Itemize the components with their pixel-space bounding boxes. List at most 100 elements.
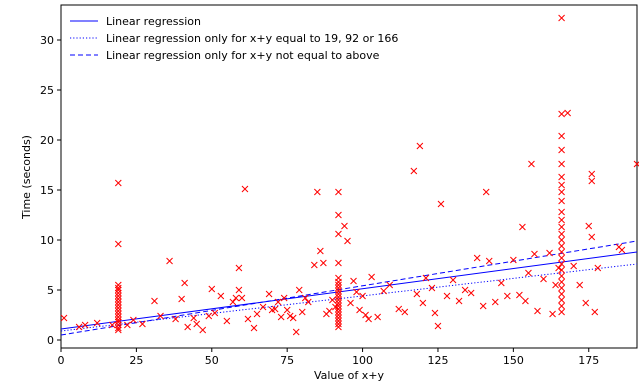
data-point [335,314,342,322]
data-point [558,208,565,216]
y-axis-ticks: 0 5 10 15 20 25 30 [40,34,61,347]
data-point [558,14,565,22]
data-point [235,286,243,294]
data-point [549,310,556,318]
data-point [519,223,526,231]
data-point [558,188,565,196]
data-point [416,142,424,150]
data-point [395,305,403,313]
data-point [235,264,243,272]
data-point [558,160,565,168]
data-point [114,286,122,294]
data-point [93,319,101,327]
data-point [558,266,565,274]
x-tick-label: 100 [352,354,373,367]
data-point [190,314,198,322]
data-point [437,200,445,208]
data-point [298,308,306,316]
data-point [410,167,418,175]
data-point [555,264,562,272]
data-point [259,303,267,311]
data-point [286,312,294,320]
data-point [443,292,451,300]
data-point [304,298,312,306]
data-point [157,312,164,320]
data-point [633,160,639,168]
data-point [516,291,523,299]
data-point [558,173,565,181]
data-point [461,286,469,294]
data-point [510,256,517,264]
data-point [368,273,375,281]
data-point [585,222,593,230]
data-point [335,211,342,219]
x-axis-ticks: 0 25 50 75 100 125 150 175 [58,348,599,367]
data-point [564,109,571,117]
data-point [335,188,342,196]
data-point [114,295,122,303]
data-point [558,302,565,310]
data-point [335,293,342,301]
data-point [347,299,354,307]
data-point [618,246,626,254]
y-tick-label: 5 [47,284,54,297]
data-point [335,308,342,316]
plot-area [60,4,639,349]
regression-line-solid [60,251,638,330]
data-point [591,308,599,316]
data-point [356,306,363,314]
data-point [205,312,213,320]
data-point [326,307,333,315]
data-point [114,318,122,326]
legend-label: Linear regression only for x+y equal to … [106,32,398,45]
data-point [455,297,463,305]
data-point [341,222,348,230]
data-point [431,309,439,317]
regression-lines [60,240,638,336]
data-point [335,281,342,289]
y-tick-label: 10 [40,234,54,247]
data-point [114,310,122,318]
data-point [479,302,487,310]
data-point [359,292,366,300]
data-point [558,260,565,268]
data-point [570,262,578,270]
data-point [114,304,122,312]
data-point [335,296,342,304]
data-point [558,248,565,256]
data-point [335,290,342,298]
x-tick-label: 25 [129,354,143,367]
data-point [534,307,541,315]
data-point [265,290,273,298]
data-point [401,308,409,316]
data-point [558,230,565,238]
data-point [335,278,342,286]
data-point [374,313,382,321]
data-point [558,242,565,250]
data-point [295,286,303,294]
x-axis-title: Value of x+y [314,369,385,382]
axes-frame [60,4,638,349]
y-tick-label: 25 [40,84,54,97]
data-point [244,315,252,323]
data-point [60,314,68,322]
data-point [558,146,565,154]
data-point [123,321,131,329]
data-point [540,275,547,283]
data-point [588,177,596,185]
data-point [558,272,565,280]
data-point [310,261,318,269]
data-point [558,296,565,304]
y-axis-title: Time (seconds) [20,135,33,220]
data-point [238,294,246,302]
data-point [428,284,436,292]
data-point [301,294,309,302]
data-point [108,321,116,329]
data-point [350,277,357,285]
data-point [558,290,565,298]
data-point [114,292,122,300]
data-point [329,296,336,304]
data-point [365,315,372,323]
data-point [139,320,146,328]
data-point [558,308,565,316]
